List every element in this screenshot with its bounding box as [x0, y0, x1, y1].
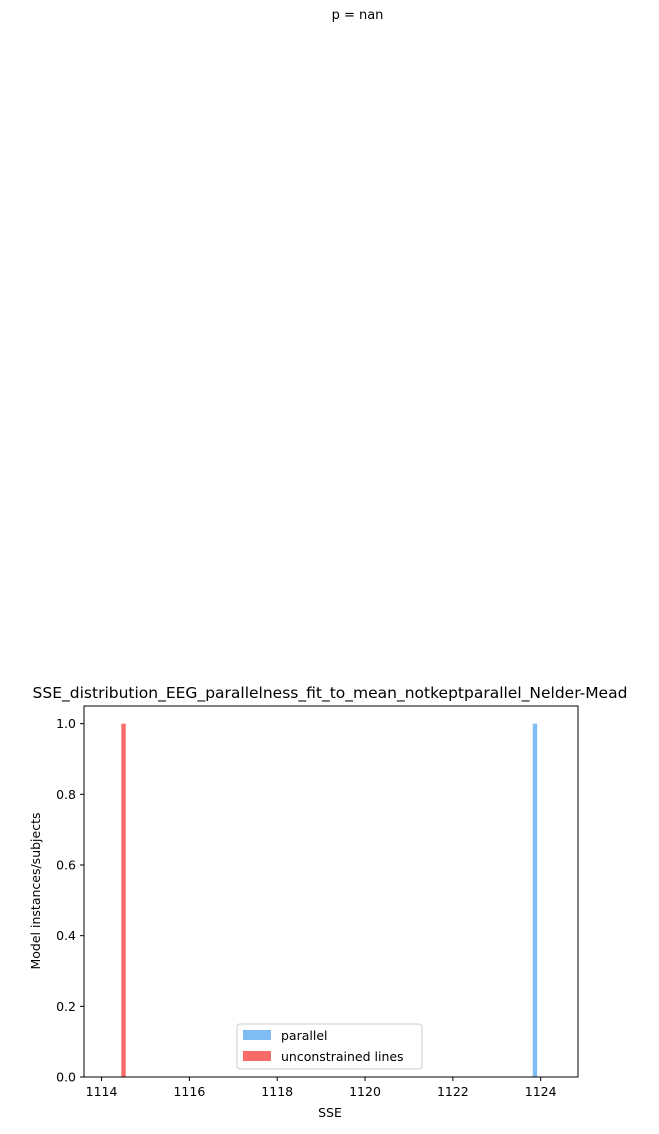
- y-tick-label: 0.0: [56, 1070, 76, 1085]
- y-axis-label: Model instances/subjects: [28, 812, 43, 969]
- y-tick-label: 1.0: [56, 716, 76, 731]
- y-tick-label: 0.4: [56, 928, 76, 943]
- y-tick-label: 0.6: [56, 858, 76, 873]
- legend-swatch-unconstrained-lines: [243, 1051, 271, 1061]
- legend-box: [236, 1023, 423, 1070]
- plot-frame: [83, 705, 579, 1078]
- legend-swatch-parallel: [243, 1030, 271, 1040]
- y-axis-ticks: 0.0 0.2 0.4 0.6 0.8 1.0: [56, 716, 84, 1085]
- figure-suptitle: p = nan: [331, 8, 384, 23]
- x-tick-label: 1114: [86, 1084, 118, 1099]
- y-tick-label: 0.2: [56, 999, 76, 1014]
- legend-label-unconstrained-lines: unconstrained lines: [281, 1049, 404, 1064]
- bar-unconstrained-lines: [121, 723, 126, 1077]
- x-tick-label: 1120: [349, 1084, 381, 1099]
- x-axis-ticks: 1114 1116 1118 1120 1122 1124: [86, 1077, 557, 1099]
- x-axis-label: SSE: [318, 1105, 342, 1120]
- y-tick-label: 0.8: [56, 787, 76, 802]
- bars-layer: [121, 723, 538, 1077]
- x-tick-label: 1122: [437, 1084, 469, 1099]
- bar-parallel: [532, 723, 538, 1077]
- x-tick-label: 1124: [525, 1084, 557, 1099]
- chart-title: SSE_distribution_EEG_parallelness_fit_to…: [33, 684, 628, 703]
- x-tick-label: 1118: [261, 1084, 293, 1099]
- plot-area: [84, 706, 578, 1077]
- legend-label-parallel: parallel: [281, 1028, 328, 1043]
- x-tick-label: 1116: [173, 1084, 205, 1099]
- legend: parallel unconstrained lines: [236, 1023, 423, 1070]
